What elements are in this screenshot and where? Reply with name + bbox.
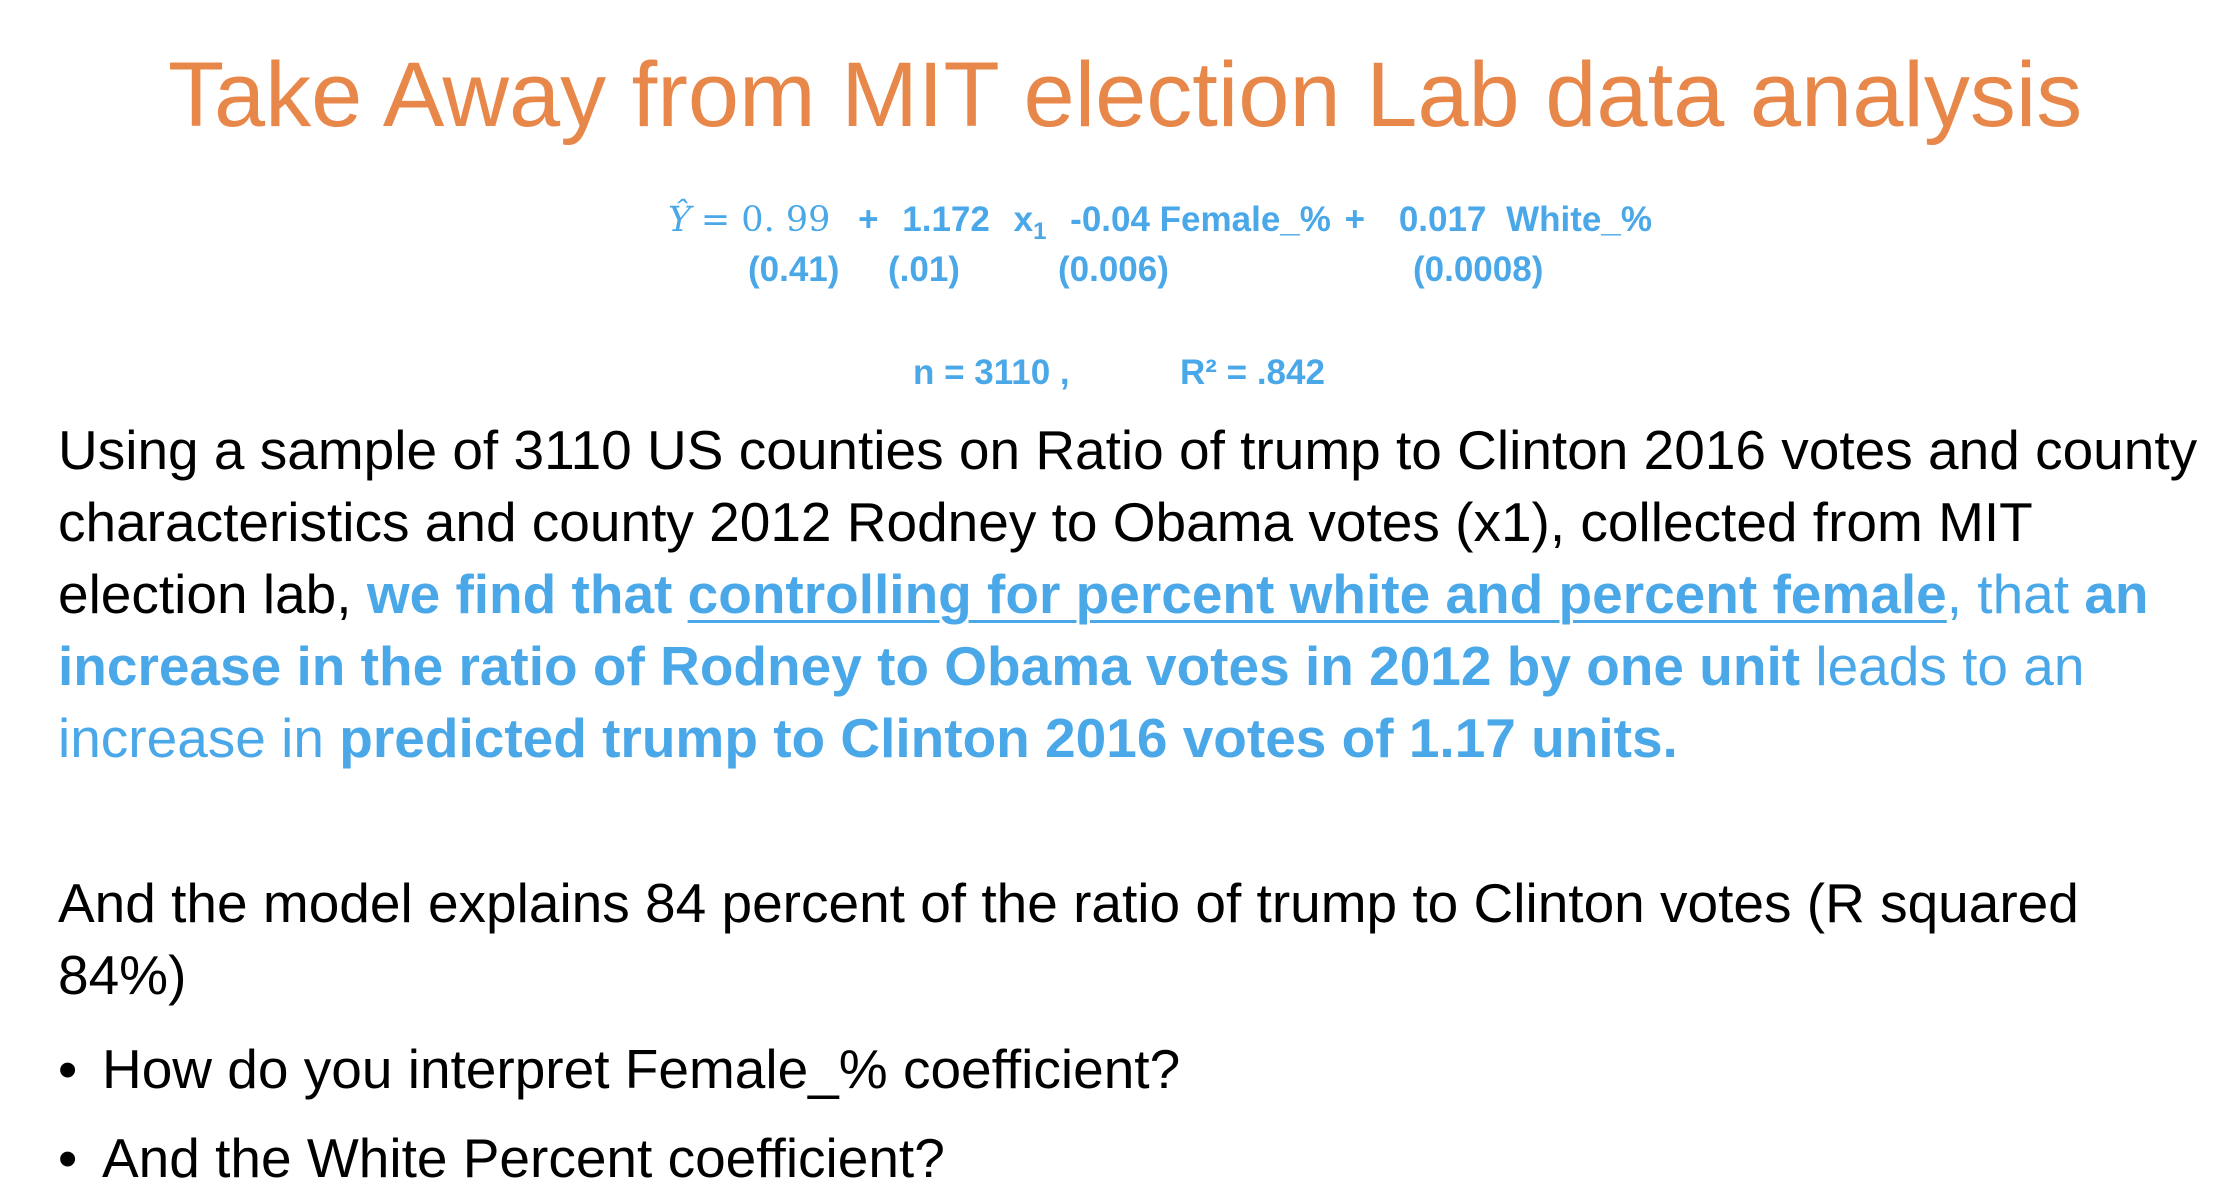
interpretation-paragraph: Using a sample of 3110 US counties on Ra… — [58, 414, 2198, 774]
se-x1: (.01) — [888, 250, 960, 289]
y-hat-symbol: Ŷ — [668, 200, 692, 240]
plus-sign: + — [858, 200, 879, 239]
equals-intercept: = 0. 99 — [700, 200, 831, 240]
white-coefficient: 0.017 — [1398, 200, 1487, 239]
highlight-predicted: predicted trump to Clinton 2016 votes of… — [339, 707, 1678, 769]
bullet-item: • And the White Percent coefficient? — [58, 1122, 945, 1194]
r-squared-paragraph: And the model explains 84 percent of the… — [58, 872, 2079, 1006]
sample-size: n = 3110 , — [913, 353, 1070, 392]
se-intercept: (0.41) — [748, 250, 840, 289]
se-white: (0.0008) — [1413, 250, 1544, 289]
bullet-icon: • — [58, 1038, 78, 1100]
highlight-find: we find that — [366, 563, 673, 625]
paragraph-text: Using a sample of 3110 US counties on Ra… — [58, 419, 2198, 625]
slide-title: Take Away from MIT election Lab data ana… — [168, 44, 2083, 146]
paragraph-text-blue: , that — [1946, 563, 2070, 625]
white-variable: White_% — [1506, 200, 1652, 239]
highlight-increase: an increase in the ratio of Rodney to Ob… — [58, 563, 2149, 697]
paragraph-text-blue: leads to an increase in — [58, 635, 2085, 769]
bullet-icon: • — [58, 1127, 78, 1189]
se-female: (0.006) — [1058, 250, 1169, 289]
female-term: -0.04 Female_% — [1070, 200, 1331, 239]
highlight-controlling: controlling for percent white and percen… — [687, 563, 1947, 625]
x1-coefficient: 1.172 — [902, 200, 990, 239]
x1-variable: x1 — [1013, 200, 1047, 245]
bullet-item: • How do you interpret Female_% coefficie… — [58, 1033, 1180, 1105]
plus-sign: + — [1344, 200, 1366, 239]
r-squared: R² = .842 — [1180, 353, 1325, 392]
equation-line: Ŷ = 0. 99 + 1.172 x1 -0.04 Female_% + 0.… — [668, 198, 1652, 246]
